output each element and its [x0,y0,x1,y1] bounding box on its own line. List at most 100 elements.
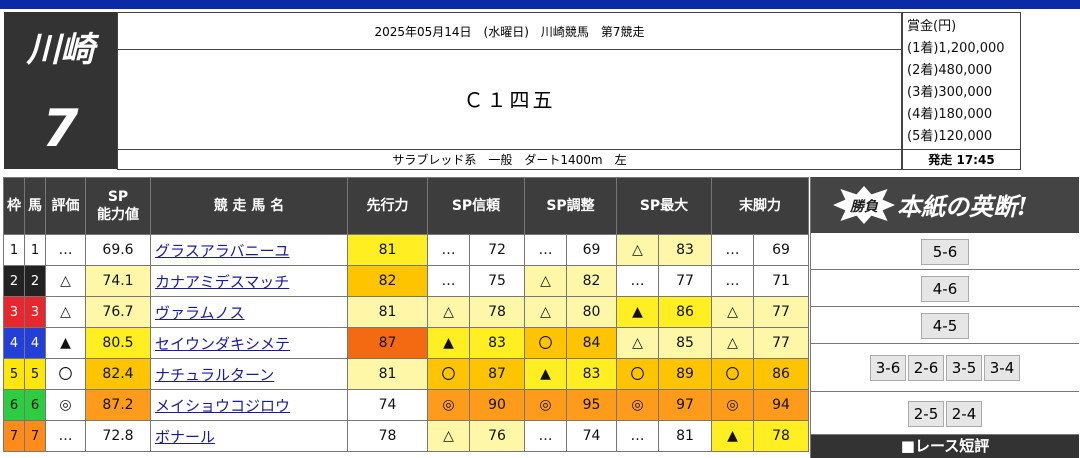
table-row: 4 4 ▲ 80.5 セイウンダキシメテ 87 ▲ 83 〇 84 △ 85 △ 77 [3,327,809,359]
horse-name-link[interactable]: メイショウコジロウ [155,396,291,415]
horse-name-link[interactable]: セイウンダキシメテ [155,334,291,353]
cell-saidai-mark: … [616,420,659,452]
table-row: 3 3 △ 76.7 ヴァラムノス 81 △ 78 △ 80 ▲ 86 △ 77 [3,296,809,328]
cell-rating: △ [45,296,86,328]
cell-shinrai: 72 [469,234,525,266]
cell-horse[interactable]: ヴァラムノス [150,296,348,328]
cell-rating: ◎ [45,389,86,421]
cell-sp: 69.6 [85,234,151,266]
cell-horse[interactable]: カナアミデスマッチ [150,265,348,297]
cell-rating: … [45,420,86,452]
cell-horse[interactable]: ボナール [150,420,348,452]
badge-text: 勝負 [850,199,878,215]
table-row: 7 7… 72.8 ボナール 78 △ 76… 74… 81 ▲ 78 [3,420,809,452]
col-uma: 馬 [24,177,46,235]
cell-saidai-mark: △ [616,327,659,359]
cell-rating: 〇 [45,358,86,390]
cell-senko: 81 [347,234,428,266]
horse-name-link[interactable]: カナアミデスマッチ [155,272,290,291]
cell-sp: 87.2 [85,389,151,421]
cell-chosei: 83 [566,358,617,390]
race-date-line: 2025年05月14日 (水曜日) 川崎競馬 第7競走 [117,12,902,50]
cell-sp: 80.5 [85,327,151,359]
cell-senko: 82 [347,265,428,297]
cell-horse[interactable]: グラスアラバニーユ [150,234,348,266]
table-header: 枠 馬 評価 SP 能力値 競 走 馬 名 先行力 SP信頼 SP調整 SP最大 … [3,177,809,235]
cell-saidai-mark: 〇 [616,358,659,390]
bet-combination: 4-6 [921,275,969,302]
cell-sp: 76.7 [85,296,151,328]
cell-matsu: 71 [753,265,809,297]
bet-combination: 5-6 [921,238,969,265]
cell-matsu: 78 [753,420,809,452]
cell-matsu-mark: △ [711,327,754,359]
cell-chosei-mark: 〇 [524,327,567,359]
horse-name-link[interactable]: ボナール [155,427,216,446]
col-sp-line1: SP [107,189,129,205]
bet-row: 4-5 [811,307,1079,344]
cell-saidai: 89 [658,358,712,390]
table-row: 1 1… 69.6 グラスアラバニーユ 81… 72… 69 △ 83… 69 [3,234,809,266]
cell-uma: 6 [24,389,46,421]
bet-row: 2-5 2-4 [811,392,1079,435]
cell-horse[interactable]: メイショウコジロウ [150,389,348,421]
cell-horse[interactable]: セイウンダキシメテ [150,327,348,359]
bet-row: 4-6 [811,270,1079,307]
bet-combination: 3-4 [984,355,1020,381]
cell-rating: … [45,234,86,266]
cell-chosei-mark: ▲ [524,358,567,390]
cell-shinrai: 83 [469,327,525,359]
col-sp-shinrai: SP信頼 [427,177,525,235]
horse-name-link[interactable]: ヴァラムノス [155,303,245,322]
prize-4: (4着)180,000 [907,107,993,122]
cell-chosei: 74 [566,420,617,452]
cell-senko: 74 [347,389,428,421]
cell-matsu-mark: ◎ [711,389,754,421]
cell-chosei: 84 [566,327,617,359]
bet-row: 3-6 2-6 3-5 3-4 [811,344,1079,392]
cell-matsu-mark: 〇 [711,358,754,390]
bet-combination: 2-4 [946,400,982,427]
panel-logo: 勝負 本紙の英断! [811,177,1079,233]
cell-matsu-mark: ▲ [711,420,754,452]
cell-matsu-mark: … [711,265,754,297]
cell-shinrai-mark: … [427,265,470,297]
cell-shinrai: 76 [469,420,525,452]
cell-matsu: 86 [753,358,809,390]
cell-saidai-mark: △ [616,234,659,266]
cell-chosei-mark: … [524,234,567,266]
cell-saidai-mark: ◎ [616,389,659,421]
cell-rating: △ [45,265,86,297]
cell-shinrai-mark: … [427,234,470,266]
cell-chosei: 80 [566,296,617,328]
horse-name-link[interactable]: ナチュラルターン [155,365,275,384]
cell-uma: 1 [24,234,46,266]
cell-matsu: 77 [753,296,809,328]
cell-waku: 1 [3,234,25,266]
cell-matsu: 94 [753,389,809,421]
cell-saidai: 83 [658,234,712,266]
cell-saidai: 85 [658,327,712,359]
horse-name-link[interactable]: グラスアラバニーユ [155,241,290,260]
col-matsuashi: 末脚力 [711,177,809,235]
cell-senko: 78 [347,420,428,452]
cell-horse[interactable]: ナチュラルターン [150,358,348,390]
cell-chosei: 95 [566,389,617,421]
bet-row: 5-6 [811,233,1079,270]
cell-waku: 4 [3,327,25,359]
race-class: Ｃ１四五 [117,49,902,150]
cell-saidai: 97 [658,389,712,421]
cell-shinrai-mark: △ [427,420,470,452]
table-row: 5 5 〇 82.4 ナチュラルターン 81 〇 87 ▲ 83 〇 89 〇 86 [3,358,809,390]
right-strip [1021,12,1080,170]
prize-3: (3着)300,000 [907,85,993,100]
cell-chosei-mark: △ [524,296,567,328]
cell-shinrai: 75 [469,265,525,297]
col-horse: 競 走 馬 名 [150,177,348,235]
start-time: 発走 17:45 [902,149,1021,170]
cell-uma: 7 [24,420,46,452]
prize-box: 賞金(円) (1着)1,200,000 (2着)480,000 (3着)300,… [902,12,1021,150]
cell-saidai-mark: … [616,265,659,297]
cell-rating: ▲ [45,327,86,359]
table-row: 6 6 ◎ 87.2 メイショウコジロウ 74 ◎ 90 ◎ 95 ◎ 97 ◎ 94 [3,389,809,421]
